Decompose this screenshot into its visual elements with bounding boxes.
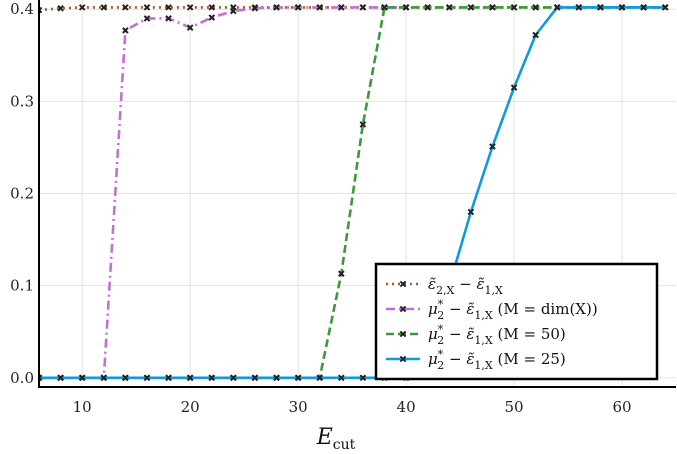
- data-point-marker: [251, 4, 259, 12]
- legend-item-1: μ* 2 − ε̃1,X (M = dim(X)): [386, 298, 598, 322]
- data-point-marker: [122, 4, 129, 11]
- data-point-marker: [424, 4, 431, 11]
- data-point-marker: [575, 4, 583, 11]
- data-point-marker: [208, 14, 216, 21]
- data-point-marker: [467, 4, 475, 11]
- x-tick-label: 60: [612, 398, 631, 416]
- y-tick-label: 0.1: [10, 277, 34, 295]
- data-point-marker: [208, 4, 216, 11]
- data-point-marker: [39, 374, 43, 382]
- legend-label: μ* 2 − ε̃1,X (M = 25): [428, 348, 566, 372]
- data-point-marker: [489, 143, 496, 150]
- data-point-marker: [359, 374, 367, 382]
- x-tick-label: 30: [289, 398, 308, 416]
- data-point-marker: [143, 4, 151, 11]
- data-point-marker: [337, 4, 345, 11]
- data-point-marker: [316, 4, 324, 11]
- data-point-marker: [359, 4, 367, 11]
- data-point-marker: [337, 270, 345, 277]
- data-point-marker: [294, 374, 302, 382]
- legend-box: [374, 262, 659, 381]
- data-point-marker: [661, 4, 669, 11]
- data-point-marker: [359, 121, 367, 128]
- data-point-marker: [100, 374, 108, 382]
- data-point-marker: [78, 4, 86, 11]
- data-point-marker: [640, 4, 647, 11]
- data-point-marker: [186, 4, 194, 11]
- legend-label: ε̃2,X − ε̃1,X: [428, 275, 503, 297]
- data-point-marker: [230, 374, 237, 382]
- legend-item-2: μ* 2 − ε̃1,X (M = 50): [386, 323, 566, 347]
- data-point-marker: [122, 374, 129, 382]
- data-point-marker: [618, 4, 626, 11]
- data-point-marker: [402, 4, 410, 11]
- data-point-marker: [510, 84, 518, 91]
- data-point-marker: [165, 15, 172, 22]
- tick-labels: 10 20 30 40 50 60 0.0 0.1 0.2 0.3 0.4: [10, 0, 631, 416]
- data-point-marker: [294, 4, 302, 11]
- x-tick-label: 10: [73, 398, 92, 416]
- data-point-marker: [510, 4, 518, 11]
- data-point-marker: [337, 374, 345, 382]
- data-point-marker: [251, 374, 259, 382]
- legend-marker: [399, 305, 407, 313]
- data-point-marker: [230, 7, 237, 15]
- data-point-marker: [57, 4, 64, 12]
- series-line: [39, 6, 666, 380]
- x-tick-label: 40: [397, 398, 416, 416]
- data-point-marker: [100, 4, 108, 11]
- x-axis-label: Ecut: [316, 425, 356, 453]
- data-point-marker: [316, 374, 324, 382]
- x-tick-label: 20: [181, 398, 200, 416]
- data-point-marker: [208, 374, 216, 382]
- data-point-marker: [143, 374, 151, 382]
- y-tick-label: 0.4: [10, 0, 34, 18]
- legend-item-0: ε̃2,X − ε̃1,X: [386, 275, 503, 297]
- y-tick-label: 0.0: [10, 369, 34, 387]
- data-point-marker: [143, 15, 151, 22]
- data-point-marker: [186, 374, 194, 382]
- data-point-marker: [597, 4, 604, 11]
- legend-marker: [399, 330, 407, 338]
- legend-item-3: μ* 2 − ε̃1,X (M = 25): [386, 348, 566, 372]
- data-point-marker: [445, 4, 453, 11]
- data-point-marker: [467, 208, 475, 216]
- data-point-marker: [165, 4, 172, 11]
- data-point-marker: [489, 4, 496, 11]
- data-point-marker: [273, 4, 280, 11]
- legend-label: μ* 2 − ε̃1,X (M = dim(X)): [428, 298, 598, 322]
- data-point-marker: [57, 374, 64, 382]
- series-line: [39, 6, 407, 380]
- data-point-marker: [78, 374, 86, 382]
- data-point-marker: [122, 27, 129, 34]
- legend-marker: [399, 355, 407, 363]
- axes: [38, 0, 676, 388]
- data-point-marker: [273, 374, 280, 382]
- series-group: [39, 4, 669, 382]
- legend: ε̃2,X − ε̃1,Xμ* 2 − ε̃1,X (M = dim(X))μ* 2…: [374, 262, 659, 381]
- legend-marker: [399, 280, 407, 288]
- y-tick-label: 0.2: [10, 185, 34, 203]
- data-point-marker: [165, 374, 172, 382]
- data-point-marker: [186, 24, 194, 31]
- y-tick-label: 0.3: [10, 92, 34, 110]
- x-tick-label: 50: [505, 398, 524, 416]
- data-point-marker: [532, 31, 539, 39]
- legend-label: μ* 2 − ε̃1,X (M = 50): [428, 323, 566, 347]
- data-point-marker: [39, 6, 43, 14]
- data-point-marker: [553, 4, 561, 11]
- data-point-marker: [532, 4, 539, 11]
- data-point-marker: [381, 4, 388, 11]
